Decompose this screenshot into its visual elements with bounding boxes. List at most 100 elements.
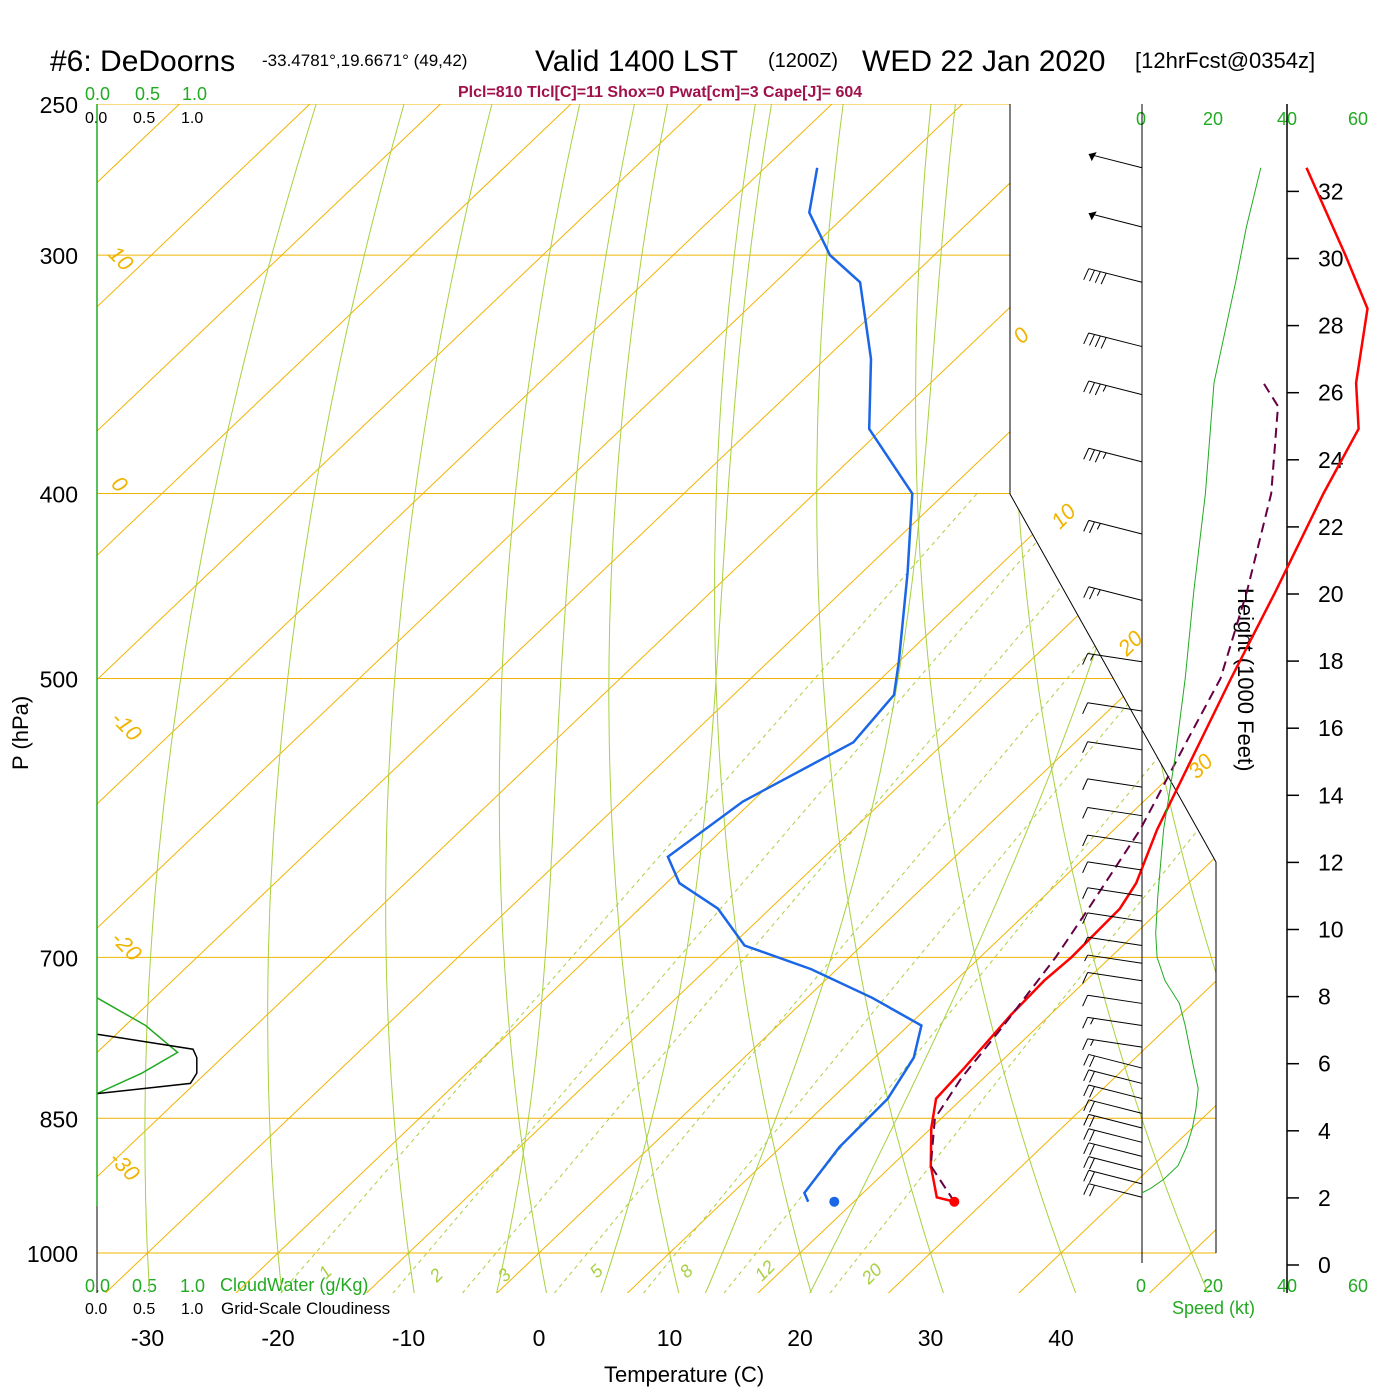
wind-barb xyxy=(1083,1142,1143,1157)
height-tick-label: 14 xyxy=(1318,782,1344,808)
wind-barb-shaft xyxy=(1087,778,1143,788)
wind-barb-feather xyxy=(1082,653,1089,665)
wind-barb-feather xyxy=(1094,451,1101,463)
wind-barb-pennant xyxy=(1088,152,1097,162)
wind-barb-half xyxy=(1084,937,1089,944)
cloudiness-tick-bottom: 0.5 xyxy=(133,1301,155,1318)
isotherm-line xyxy=(1148,104,1216,1293)
dry-adiabat xyxy=(1193,104,1216,1293)
cloudiness-label: Grid-Scale Cloudiness xyxy=(221,1299,390,1318)
wind-barb xyxy=(1082,653,1143,665)
wind-barb-feather xyxy=(1082,912,1089,925)
dry-adiabat xyxy=(385,104,502,1293)
wind-barb-feather xyxy=(1089,269,1095,282)
wind-barb xyxy=(1082,861,1143,874)
wind-barb-half xyxy=(1102,452,1107,459)
wind-barb-shaft xyxy=(1088,1084,1143,1100)
wind-barb-half xyxy=(1084,954,1089,962)
temperature-tick-label: -20 xyxy=(261,1325,294,1351)
speed-axis-label: Speed (kt) xyxy=(1172,1298,1255,1318)
wind-barb-half xyxy=(1090,654,1094,661)
wind-barb-feather xyxy=(1089,1055,1095,1068)
wind-barb-feather xyxy=(1083,1183,1090,1195)
wind-barb-feather xyxy=(1083,520,1090,532)
wind-barb-shaft xyxy=(1087,972,1143,982)
right-border xyxy=(1009,104,1217,1253)
wind-barb xyxy=(1083,332,1143,349)
mixing-ratio-line xyxy=(280,493,978,1293)
dry-adiabat xyxy=(714,104,812,1293)
mixing-ratio-line xyxy=(829,493,1216,1293)
isotherm-label: -20 xyxy=(106,926,147,967)
wind-barb-pennant xyxy=(1088,211,1097,221)
wind-barb-feather xyxy=(1089,1184,1095,1197)
wind-barb-feather xyxy=(1089,334,1095,346)
cloudwater-tick-bottom: 0.0 xyxy=(85,1276,110,1296)
wind-barb-feather xyxy=(1082,702,1089,714)
height-tick-label: 22 xyxy=(1318,514,1344,540)
wind-barb xyxy=(1084,954,1143,964)
wind-barb xyxy=(1088,152,1143,169)
isotherm-label: 10 xyxy=(1046,498,1082,534)
parcel-line xyxy=(929,382,1280,1203)
isotherm-line xyxy=(97,104,738,1293)
height-tick-label: 20 xyxy=(1318,581,1344,607)
wind-barb-half xyxy=(1090,1039,1094,1046)
pressure-tick-label: 1000 xyxy=(27,1241,78,1267)
height-tick-label: 18 xyxy=(1318,648,1344,674)
wind-barb-feather xyxy=(1082,778,1089,791)
dry-adiabat xyxy=(498,104,588,1293)
wind-barb-feather xyxy=(1083,1084,1090,1097)
isotherm-line xyxy=(97,104,1216,1293)
wind-barb-feather xyxy=(1089,1101,1095,1113)
height-tick-label: 2 xyxy=(1318,1185,1331,1211)
isotherm-line xyxy=(97,104,477,1293)
wind-speed-line xyxy=(1141,167,1262,1194)
wind-barb xyxy=(1082,1038,1143,1051)
cloudwater-tick-bottom: 0.5 xyxy=(132,1276,157,1296)
wind-barb xyxy=(1084,936,1143,946)
isotherm-line xyxy=(97,104,1129,1293)
wind-barb-shaft xyxy=(1087,806,1143,817)
isotherm-label: 10 xyxy=(103,241,139,277)
wind-barb xyxy=(1083,1113,1143,1129)
wind-barb-feather xyxy=(1082,807,1089,819)
wind-barb xyxy=(1083,1183,1143,1198)
stability-indices: Plcl=810 Tlcl[C]=11 Shox=0 Pwat[cm]=3 Ca… xyxy=(458,84,862,101)
mixing-ratio-line xyxy=(723,493,1216,1293)
wind-barb-shaft xyxy=(1088,380,1143,396)
height-tick-label: 12 xyxy=(1318,849,1344,875)
wind-barb-shaft xyxy=(1088,268,1143,283)
wind-barb-feather xyxy=(1083,1128,1090,1140)
wind-barb-feather xyxy=(1089,521,1095,534)
isotherm-line xyxy=(97,104,346,1293)
height-tick-label: 16 xyxy=(1318,715,1344,741)
wind-barb-feather xyxy=(1083,1170,1090,1182)
y-axis-label: P (hPa) xyxy=(8,696,33,770)
surface-temperature-dot xyxy=(949,1196,960,1207)
wind-barb-shaft xyxy=(1087,1038,1143,1048)
wind-barb-shaft xyxy=(1087,936,1143,946)
wind-barb-shaft xyxy=(1087,1016,1143,1027)
wind-barb-feather xyxy=(1082,1017,1089,1029)
pressure-tick-label: 300 xyxy=(40,243,78,269)
isotherm-line xyxy=(757,104,1216,1293)
valid-date: WED 22 Jan 2020 xyxy=(862,45,1105,78)
mixing-ratio-label: 2 xyxy=(425,1265,447,1287)
dewpoint-line xyxy=(666,167,923,1203)
grid-layer xyxy=(97,104,1216,1293)
moist-adiabat xyxy=(600,104,772,1293)
wind-barb-feather xyxy=(1082,995,1089,1007)
cloudwater-line xyxy=(96,997,179,1095)
pressure-tick-label: 400 xyxy=(40,482,78,508)
mixing-ratio-label: 20 xyxy=(857,1260,886,1289)
isotherm-line xyxy=(97,104,607,1293)
wind-barb-feather xyxy=(1083,1099,1090,1112)
isotherm-line xyxy=(365,104,1216,1293)
isotherm-line xyxy=(887,104,1216,1293)
wind-barb-half xyxy=(1096,523,1101,530)
wind-barb-shaft xyxy=(1088,1069,1143,1084)
wind-barb-feather xyxy=(1083,1142,1090,1155)
